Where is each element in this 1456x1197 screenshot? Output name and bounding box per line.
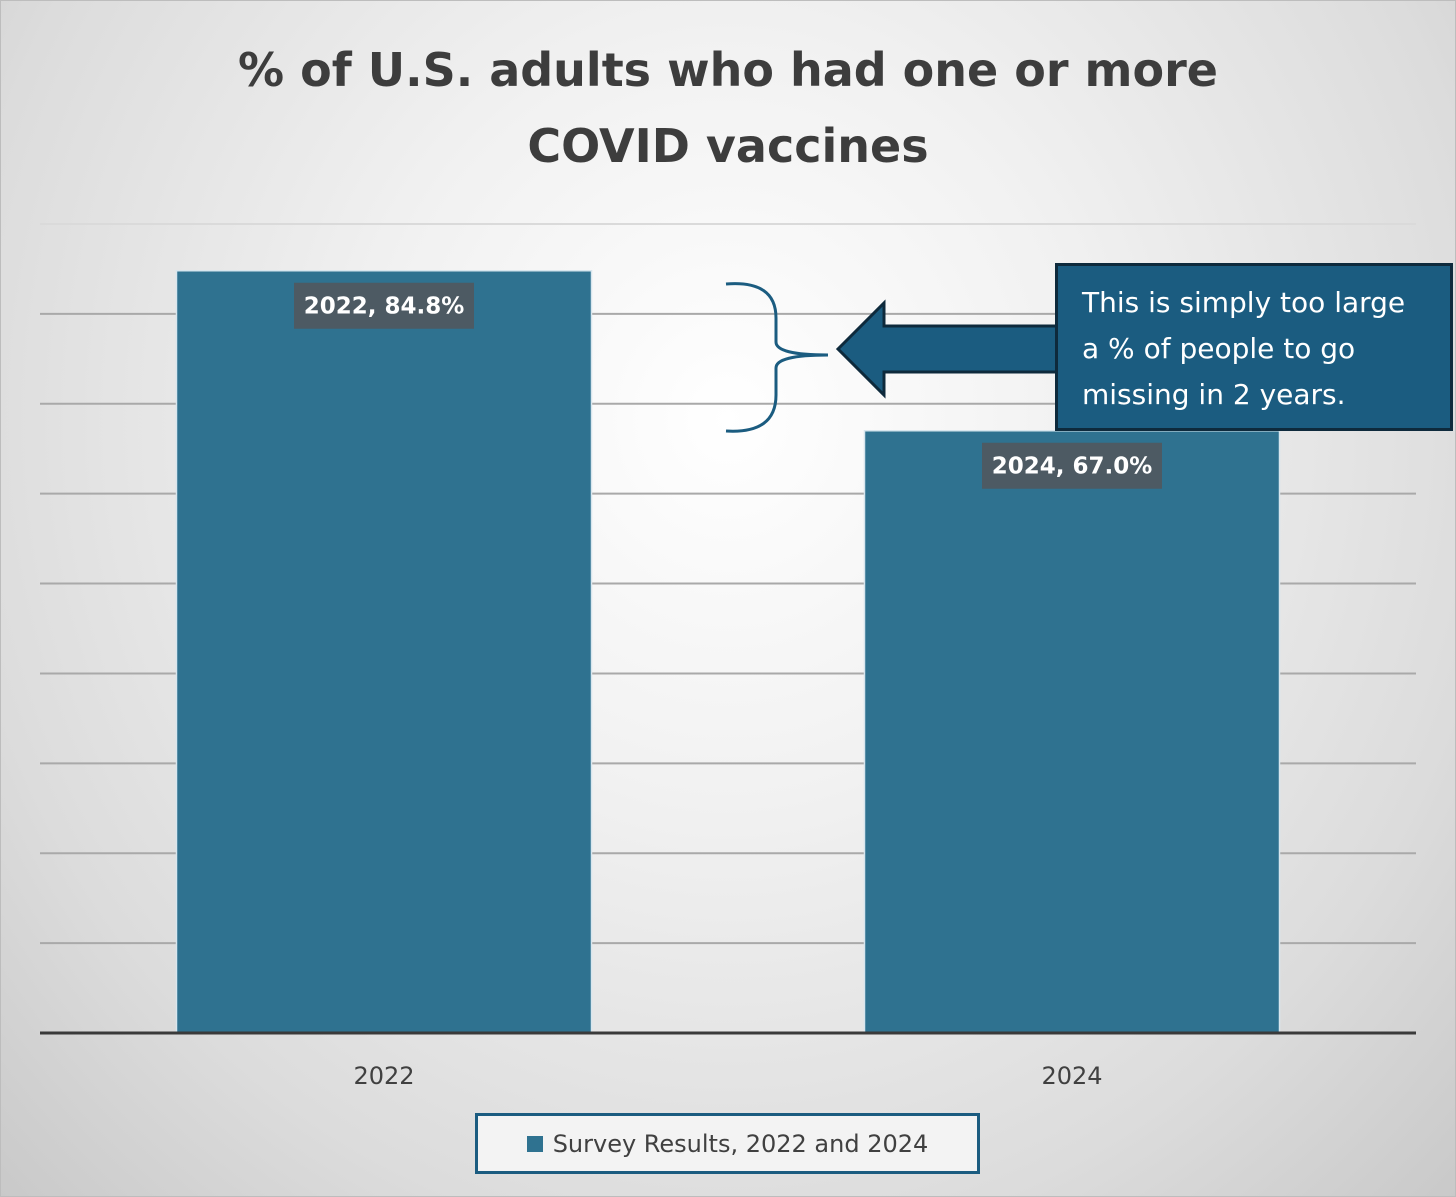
annotation-line-1: This is simply too large bbox=[1082, 286, 1406, 319]
data-label-box-2022 bbox=[294, 282, 474, 329]
category-label-2022: 2022 bbox=[353, 1062, 414, 1090]
legend-swatch bbox=[526, 1135, 543, 1152]
annotation-callout: This is simply too large a % of people t… bbox=[1055, 263, 1453, 431]
bar-2024 bbox=[863, 429, 1281, 1034]
annotation-line-2: a % of people to go bbox=[1082, 332, 1356, 365]
data-label-box-2024 bbox=[982, 442, 1162, 489]
chart-title-line-1: % of U.S. adults who had one or more bbox=[238, 43, 1218, 97]
legend: Survey Results, 2022 and 2024 bbox=[475, 1113, 980, 1174]
data-labels: 2022, 84.8% 2024, 67.0% bbox=[294, 282, 1162, 489]
category-labels: 2022 2024 bbox=[353, 1062, 1102, 1090]
arrow-left-icon bbox=[835, 299, 1060, 399]
chart-title-line-2: COVID vaccines bbox=[527, 119, 928, 173]
data-label-2024: 2024, 67.0% bbox=[992, 454, 1153, 480]
curly-brace-icon bbox=[725, 282, 829, 433]
annotation-line-3: missing in 2 years. bbox=[1082, 378, 1346, 411]
bar-2022 bbox=[175, 269, 593, 1034]
bars bbox=[175, 269, 1281, 1034]
category-label-2024: 2024 bbox=[1041, 1062, 1102, 1090]
legend-entry: Survey Results, 2022 and 2024 bbox=[552, 1129, 929, 1158]
data-label-2022: 2022, 84.8% bbox=[304, 294, 465, 320]
